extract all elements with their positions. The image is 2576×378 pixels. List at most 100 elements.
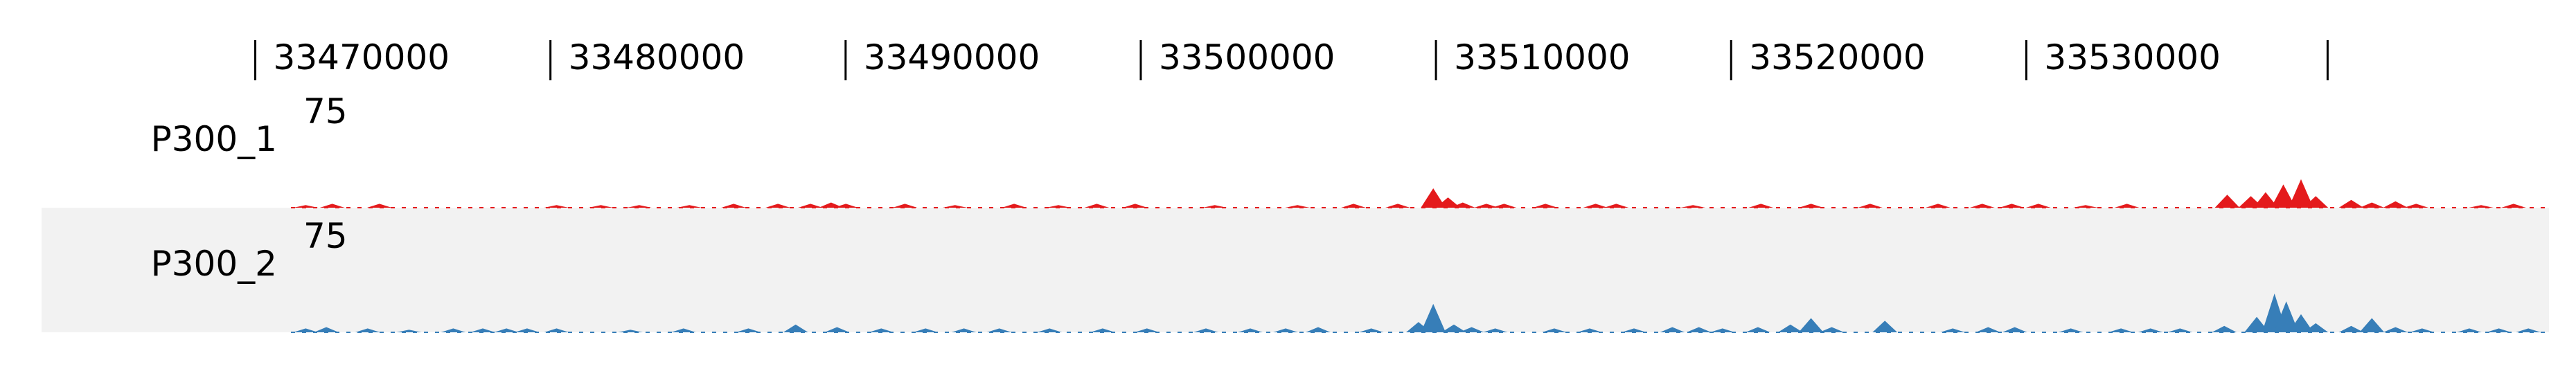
signal-peak xyxy=(721,204,747,208)
signal-peak xyxy=(1777,324,1803,332)
signal-peak xyxy=(1872,321,1898,332)
signal-peak xyxy=(366,204,392,208)
x-tick-label: 33530000 xyxy=(2044,37,2221,78)
signal-peak xyxy=(2108,328,2133,332)
signal-peak xyxy=(2516,328,2541,332)
x-tick-label: 33480000 xyxy=(569,37,745,78)
signal-peak xyxy=(2271,184,2296,208)
signal-peak xyxy=(1273,328,1298,332)
signal-peak xyxy=(2253,192,2278,208)
signal-peak xyxy=(2073,205,2098,208)
track-background-p300-2 xyxy=(42,208,2549,332)
signal-peak xyxy=(1435,197,1461,208)
track-max-label: 75 xyxy=(303,91,348,132)
signal-peak xyxy=(2338,199,2364,208)
signal-peak xyxy=(1002,204,1027,208)
signal-peak xyxy=(1084,204,1110,208)
x-tick-label: 33500000 xyxy=(1159,37,1335,78)
signal-peak xyxy=(1193,328,1218,332)
signal-peak xyxy=(544,205,569,208)
signal-peak xyxy=(2383,201,2408,208)
signal-peak xyxy=(1459,327,1484,332)
signal-peak xyxy=(1819,327,1845,332)
signal-peak xyxy=(1341,204,1366,208)
signal-peak xyxy=(2002,327,2027,332)
signal-peak xyxy=(2303,196,2329,208)
signal-peak xyxy=(1746,327,1770,332)
signal-peak xyxy=(1046,205,1071,208)
signal-peak xyxy=(833,204,858,208)
signal-peak xyxy=(1748,204,1774,208)
x-tick-label: 33490000 xyxy=(864,37,1040,78)
track-p300-1: P300_1 75 xyxy=(151,91,2549,208)
signal-peak xyxy=(2469,205,2494,208)
signal-peak xyxy=(2058,328,2084,332)
signal-peak xyxy=(2359,202,2385,208)
signal-peak xyxy=(1709,328,1735,332)
signal-peak xyxy=(1037,328,1063,332)
signal-peak xyxy=(588,205,614,208)
signal-peak xyxy=(1660,327,1685,332)
signal-peak xyxy=(544,328,569,332)
signal-peak xyxy=(1577,328,1602,332)
signal-peak xyxy=(1122,204,1148,208)
signal-peak xyxy=(1975,327,2001,332)
signal-peak xyxy=(314,327,339,332)
signal-peak xyxy=(892,204,918,208)
signal-peak xyxy=(494,328,519,332)
signal-peak xyxy=(1238,328,1263,332)
signal-peak xyxy=(2289,179,2313,208)
signal-peak xyxy=(2383,327,2408,332)
signal-peak xyxy=(2409,328,2435,332)
signal-peak xyxy=(670,328,696,332)
signal-peak xyxy=(1306,327,1331,332)
signal-peak xyxy=(1385,204,1410,208)
signal-peak xyxy=(986,328,1012,332)
signal-peak xyxy=(2359,318,2385,332)
signal-peak xyxy=(1604,204,1629,208)
x-tick-label: 33520000 xyxy=(1749,37,1926,78)
signal-peak xyxy=(2212,325,2237,332)
signal-peak xyxy=(355,328,380,332)
signal-peak xyxy=(515,328,540,332)
signal-peak xyxy=(293,205,319,208)
signal-peak xyxy=(2244,316,2269,332)
signal-peak xyxy=(2303,323,2329,332)
signal-peak xyxy=(2404,204,2429,208)
signal-peak xyxy=(1583,204,1608,208)
signal-peak xyxy=(1798,204,1824,208)
track-label: P300_2 xyxy=(151,244,277,284)
x-tick-label: 33470000 xyxy=(274,37,450,78)
signal-peak xyxy=(824,327,850,332)
track-p300-2: P300_2 75 xyxy=(151,216,2549,333)
signal-peak xyxy=(1798,318,1824,332)
signal-peak xyxy=(913,328,939,332)
signal-peak xyxy=(1926,204,1951,208)
signal-peak xyxy=(798,204,823,208)
signal-peak xyxy=(1686,327,1712,332)
signal-peak xyxy=(783,324,808,332)
signal-peak xyxy=(1358,328,1384,332)
signal-peak xyxy=(1090,328,1115,332)
track-max-label: 75 xyxy=(303,216,348,256)
signal-peak xyxy=(677,205,702,208)
signal-peak xyxy=(2214,195,2240,208)
signal-peak xyxy=(1622,328,1646,332)
signal-peak xyxy=(1999,204,2025,208)
signal-peak xyxy=(1969,204,1995,208)
signal-peak xyxy=(1858,204,1883,208)
signal-peak xyxy=(293,328,319,332)
signal-peak xyxy=(2114,204,2140,208)
signal-peak xyxy=(319,204,345,208)
signal-peak xyxy=(1441,324,1466,332)
signal-peak xyxy=(736,328,761,332)
signal-peak xyxy=(2486,328,2512,332)
x-axis: 33470000 33480000 33490000 33500000 33510000… xyxy=(254,37,2329,80)
signal-peak xyxy=(951,328,977,332)
signal-peak xyxy=(2457,328,2482,332)
signal-peak xyxy=(1450,202,1475,208)
signal-peak xyxy=(1482,328,1508,332)
signal-peak xyxy=(1202,205,1227,208)
signal-peak xyxy=(2025,204,2051,208)
